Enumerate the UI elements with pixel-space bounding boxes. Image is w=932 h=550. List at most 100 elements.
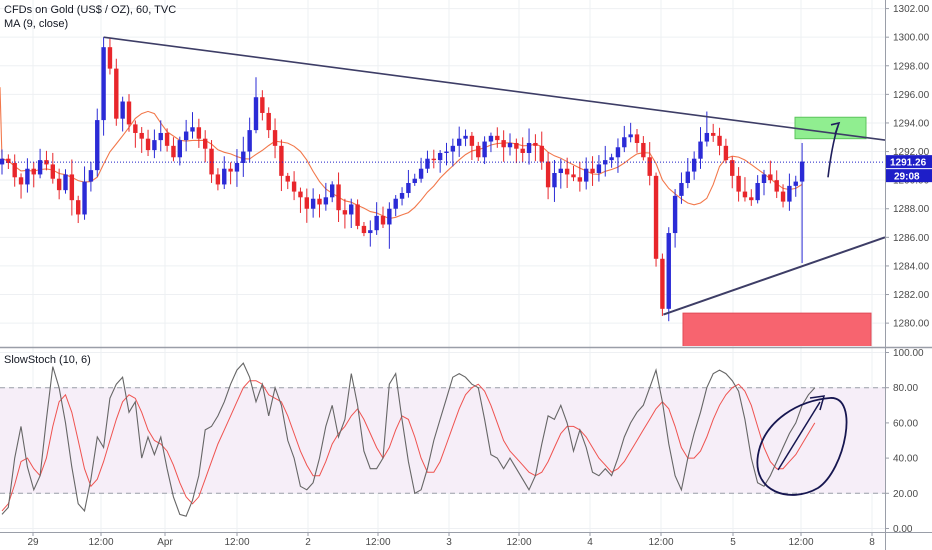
candle-body: [145, 138, 151, 151]
time-tick-label: 3: [446, 537, 452, 548]
candle-body: [215, 174, 221, 185]
candle-body: [95, 120, 100, 171]
time-tick-label: 12:00: [88, 537, 113, 548]
candle-body: [653, 175, 659, 259]
candle-body: [120, 101, 125, 119]
candle-body: [431, 158, 436, 161]
candle-body: [196, 127, 202, 139]
candle-body: [399, 193, 405, 199]
projection-arrow-head: [830, 121, 841, 135]
candle-body: [222, 168, 227, 185]
candle-body: [304, 197, 309, 209]
candle-body: [730, 160, 735, 176]
candle-body: [171, 145, 176, 158]
candle-body: [412, 178, 417, 184]
price-tick-label: 1284.00: [893, 261, 930, 272]
candle-body: [63, 174, 68, 191]
candle-body: [272, 130, 278, 146]
candle-body: [590, 168, 595, 173]
candle-body: [596, 164, 602, 173]
candle-body: [755, 183, 760, 201]
candle-body: [660, 258, 665, 309]
time-tick-label: 29: [27, 537, 39, 548]
candle-body: [603, 160, 608, 165]
candle-body: [539, 145, 544, 162]
candle-body: [37, 160, 43, 175]
candle-body: [126, 101, 132, 125]
candle-body: [628, 134, 633, 138]
candle-body: [50, 164, 55, 179]
candle-body: [641, 142, 646, 158]
time-tick-label: 12:00: [224, 537, 249, 548]
candle-body: [672, 195, 678, 234]
candle-body: [545, 161, 551, 188]
candle-body: [507, 142, 513, 148]
candle-body: [114, 68, 119, 119]
stoch-lines: [1, 362, 816, 517]
price-tick-label: 1302.00: [893, 4, 930, 15]
candle-body: [558, 168, 563, 173]
candle-body: [177, 140, 182, 158]
stoch-tick-label: 100.00: [893, 348, 924, 359]
stoch-highlight-circle: [756, 397, 848, 496]
candle-body: [368, 230, 373, 234]
support-zone: [682, 312, 872, 346]
last-price-tag: [886, 155, 932, 169]
candle-body: [107, 47, 113, 69]
candle-body: [571, 174, 576, 178]
chart-title: CFDs on Gold (US$ / OZ), 60, TVC: [4, 4, 177, 16]
candle-body: [679, 183, 684, 196]
candle-body: [374, 215, 379, 231]
resistance-trendline: [103, 36, 885, 141]
time-tick-label: 8: [869, 537, 875, 548]
ma-indicator-label: MA (9, close): [4, 18, 69, 30]
price-tick-label: 1296.00: [893, 90, 930, 101]
candle-body: [203, 138, 208, 149]
candle-body: [387, 208, 392, 225]
zone-boxes: [682, 116, 872, 346]
candle-body: [6, 158, 11, 163]
candle-body: [482, 141, 487, 158]
candle-body: [253, 97, 259, 131]
candle-body: [133, 124, 138, 133]
candle-body: [317, 198, 322, 205]
price-tick-label: 1286.00: [893, 233, 930, 244]
candle-body: [291, 181, 297, 192]
candle-body: [691, 158, 697, 172]
price-tick-label: 1300.00: [893, 33, 930, 44]
candle-body: [247, 130, 252, 152]
candle-body: [323, 197, 329, 205]
candle-body: [577, 177, 583, 182]
ma-line: [0, 87, 803, 220]
candle-body: [152, 140, 157, 151]
candle-body: [463, 135, 468, 139]
price-tick-label: 1294.00: [893, 118, 930, 129]
candle-body: [666, 233, 671, 309]
candle-body: [787, 185, 792, 202]
candle-body: [488, 135, 494, 142]
candle-body: [139, 132, 144, 139]
stoch-arrow-shaft: [777, 401, 821, 471]
candle-body: [723, 145, 729, 161]
price-tick-label: 1280.00: [893, 319, 930, 330]
candle-body: [69, 174, 75, 201]
price-tags: 1291.26 29:08: [886, 155, 932, 183]
candle-body: [0, 158, 5, 165]
candle-body: [241, 151, 246, 163]
time-tick-label: 2: [305, 537, 311, 548]
candle-body: [164, 132, 170, 146]
candle-body: [76, 200, 81, 215]
time-tick-label: Apr: [157, 537, 173, 548]
countdown-tag: [886, 169, 932, 183]
stoch-tick-label: 0.00: [893, 524, 913, 535]
candle-body: [279, 145, 284, 176]
candle-body: [393, 198, 398, 209]
ma-line-layer: [0, 87, 803, 220]
time-tick-label: 5: [730, 537, 736, 548]
candle-body: [742, 191, 748, 198]
candle-body: [564, 168, 570, 175]
stoch-drawings: [756, 395, 848, 496]
time-tick-label: 12:00: [648, 537, 673, 548]
candle-body: [56, 178, 62, 191]
price-tick-label: 1282.00: [893, 290, 930, 301]
